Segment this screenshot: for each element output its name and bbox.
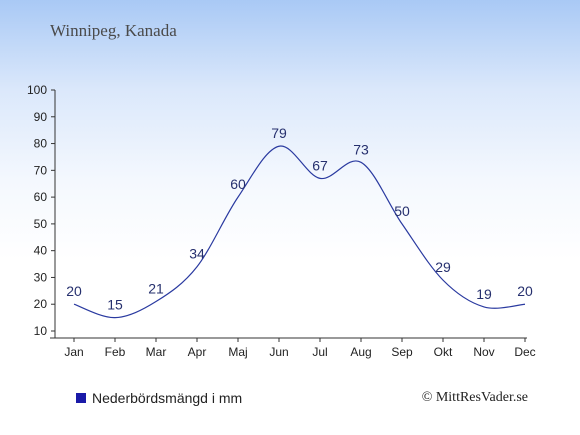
y-tick-label: 40 bbox=[34, 244, 48, 258]
data-label: 29 bbox=[435, 259, 451, 275]
x-tick-label: Sep bbox=[391, 345, 413, 359]
y-tick-label: 60 bbox=[34, 190, 48, 204]
x-tick-label: Dec bbox=[514, 345, 535, 359]
x-tick-label: Jul bbox=[312, 345, 327, 359]
data-label: 34 bbox=[189, 246, 205, 262]
data-label: 79 bbox=[271, 125, 287, 141]
data-label: 67 bbox=[312, 157, 328, 173]
x-tick-label: Jan bbox=[64, 345, 83, 359]
y-tick-label: 70 bbox=[34, 163, 48, 177]
data-label: 21 bbox=[148, 281, 164, 297]
x-tick-label: Aug bbox=[350, 345, 371, 359]
x-tick-label: Apr bbox=[188, 345, 207, 359]
chart-title: Winnipeg, Kanada bbox=[50, 21, 177, 40]
x-tick-label: Mar bbox=[146, 345, 167, 359]
series-line bbox=[73, 145, 526, 319]
x-tick-label: Jun bbox=[269, 345, 288, 359]
site-credit: © MittResVader.se bbox=[421, 390, 528, 405]
y-tick-label: 30 bbox=[34, 270, 48, 284]
y-tick-label: 90 bbox=[34, 110, 48, 124]
y-tick-label: 100 bbox=[27, 83, 47, 97]
x-tick-label: Feb bbox=[105, 345, 126, 359]
y-tick-label: 10 bbox=[34, 324, 48, 338]
x-tick-label: Maj bbox=[228, 345, 247, 359]
data-label: 15 bbox=[107, 297, 123, 313]
legend-swatch bbox=[76, 393, 86, 403]
y-tick-label: 50 bbox=[34, 217, 48, 231]
data-label: 19 bbox=[476, 286, 492, 302]
x-tick-label: Okt bbox=[434, 345, 453, 359]
data-label: 73 bbox=[353, 141, 369, 157]
data-label: 50 bbox=[394, 203, 410, 219]
data-label: 60 bbox=[230, 176, 246, 192]
data-label: 20 bbox=[66, 283, 82, 299]
y-tick-label: 20 bbox=[34, 297, 48, 311]
legend: Nederbördsmängd i mm bbox=[76, 390, 242, 406]
x-tick-label: Nov bbox=[473, 345, 494, 359]
y-tick-label: 80 bbox=[34, 137, 48, 151]
data-label: 20 bbox=[517, 283, 533, 299]
legend-label: Nederbördsmängd i mm bbox=[92, 390, 243, 406]
